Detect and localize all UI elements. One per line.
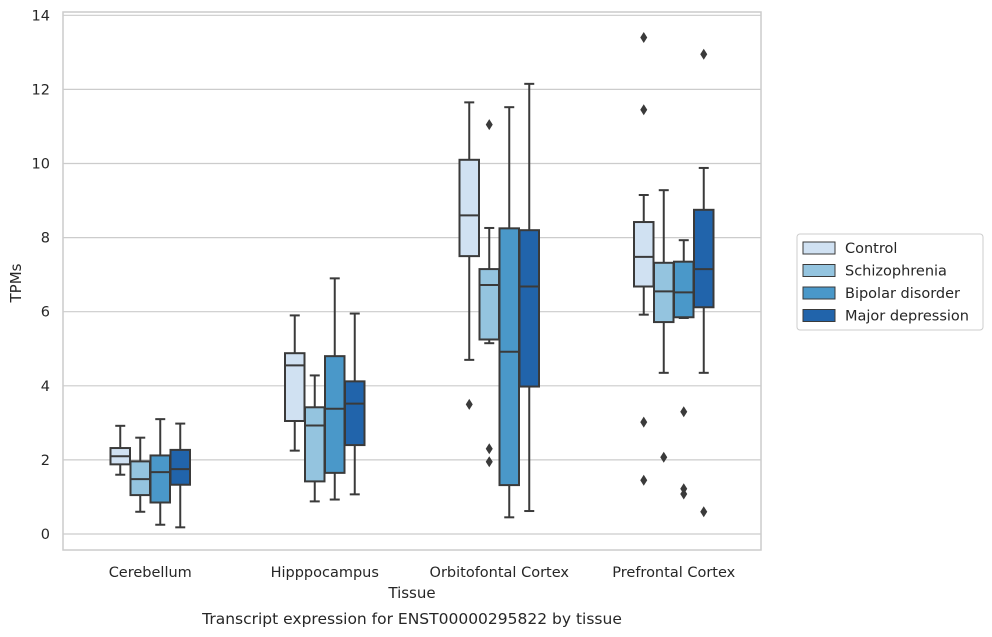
plot-frame [62,11,762,551]
box-group [673,239,695,500]
y-tick-label: 0 [41,527,50,543]
x-tick-label: Orbitofontal Cortex [430,565,570,581]
box [633,221,655,288]
box [478,268,500,341]
box-group [693,48,715,518]
box [324,355,346,474]
box-group [518,82,540,513]
outlier-point [485,119,493,131]
y-tick-label: 12 [32,82,50,98]
box [284,352,306,422]
outlier-point [680,488,688,500]
y-axis-title: TPMs [7,263,25,303]
x-tick-labels: Cerebellum Hipppocampus Orbitofontal Corte… [109,565,736,581]
outlier-point [680,406,688,418]
box-group [284,314,306,452]
legend-label: Bipolar disorder [845,286,960,302]
outlier-point [485,443,493,455]
y-tick-label: 10 [32,157,50,173]
outlier-point [465,398,473,410]
y-tick-label: 2 [41,453,50,469]
outlier-point [640,32,648,44]
box [518,229,540,388]
box [458,158,480,258]
box [169,448,191,486]
box-group [129,436,151,513]
box [498,227,520,487]
legend-swatch [802,264,836,277]
y-tick-label: 8 [41,231,50,247]
box-group [633,32,655,486]
x-tick-label: Cerebellum [109,565,192,581]
legend-swatch [802,241,836,255]
plot-area [109,32,715,529]
legend-item: Control [802,241,897,257]
legend-swatch [802,309,836,322]
legend-label: Major depression [845,309,969,325]
legend: Control Schizophrenia Bipolar disorder Majo… [796,233,984,331]
legend-frame [796,233,984,331]
box-group [344,312,366,496]
outlier-point [485,456,493,468]
x-tick-label: Hipppocampus [271,565,379,581]
box-group [458,101,480,410]
outlier-point [700,48,708,60]
y-tick-labels: 0 2 4 6 8 10 12 14 [32,8,50,543]
box-group [149,418,171,526]
outlier-point [660,451,668,463]
legend-label: Schizophrenia [845,264,947,280]
box [653,261,675,324]
box-group [304,374,326,503]
legend-item: Major depression [802,309,969,325]
legend-label: Control [845,241,897,257]
y-tick-label: 6 [41,305,50,321]
box [693,208,715,309]
legend-swatch [802,286,836,300]
box-group [109,424,131,476]
box-group [324,277,346,501]
box-group [498,106,520,519]
x-tick-label: Prefrontal Cortex [612,565,735,581]
box-group [653,189,675,463]
figure-caption: Transcript expression for ENST0000029582… [201,610,622,628]
outlier-point [640,416,648,428]
outlier-point [640,474,648,486]
outlier-point [700,506,708,518]
y-tick-label: 4 [41,379,50,395]
x-axis-title: Tissue [387,584,435,602]
box-group [169,422,191,529]
y-tick-label: 14 [32,8,50,24]
box [344,380,366,447]
legend-item: Bipolar disorder [802,286,960,302]
box [673,260,695,319]
legend-item: Schizophrenia [802,264,947,280]
box-group [478,119,500,468]
outlier-point [640,104,648,116]
box [149,454,171,504]
box [304,406,326,483]
